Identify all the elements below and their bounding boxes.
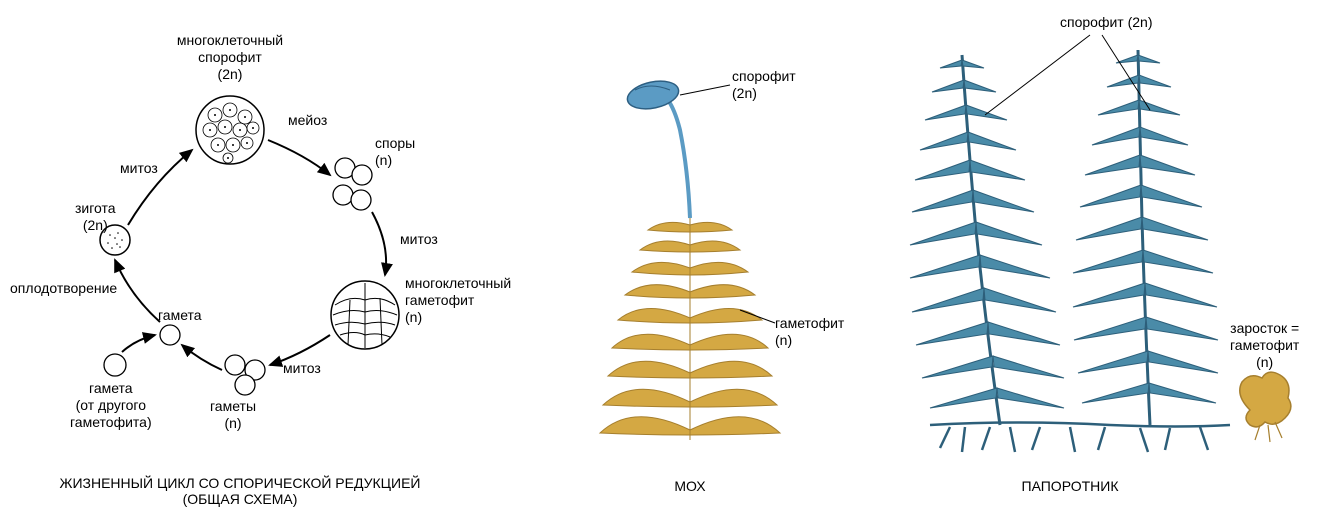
moss-gametophyte-l1: гаметофит bbox=[775, 315, 844, 331]
gamete-other-l2: (от другого bbox=[76, 397, 146, 413]
fern-prothallus-label: заросток = гаметофит (n) bbox=[1230, 320, 1299, 370]
zygote-l2: (2n) bbox=[83, 217, 108, 233]
gamete-other bbox=[104, 354, 126, 376]
spores-cluster bbox=[333, 158, 372, 210]
fern-frond-2 bbox=[1073, 50, 1218, 425]
moss-gametophyte bbox=[600, 210, 780, 440]
mitosis1-label: митоз bbox=[400, 231, 438, 248]
fern-frond-1 bbox=[910, 55, 1064, 425]
moss-sporophyte-l2: (2n) bbox=[732, 85, 757, 101]
fern-sporophyte-leader-2 bbox=[1102, 35, 1150, 110]
lifecycle-caption-l1: ЖИЗНЕННЫЙ ЦИКЛ СО СПОРИЧЕСКОЙ РЕДУКЦИЕЙ bbox=[60, 475, 421, 491]
gamete-other-l1: гамета bbox=[89, 380, 133, 396]
gametophyte-label: многоклеточный гаметофит (n) bbox=[405, 275, 511, 325]
sporophyte-l3: (2n) bbox=[218, 66, 243, 82]
fern-caption: ПАПОРОТНИК bbox=[870, 478, 1270, 494]
arrow-meiosis bbox=[268, 140, 330, 175]
fern-panel: спорофит (2n) заросток = гаметофит (n) П… bbox=[870, 0, 1317, 527]
gametophyte-l2: гаметофит bbox=[405, 292, 474, 308]
gamete-other-label: гамета (от другого гаметофита) bbox=[70, 380, 152, 430]
sporophyte-l1: многоклеточный bbox=[177, 32, 283, 48]
moss-sporophyte bbox=[625, 77, 690, 218]
gamete-single bbox=[160, 325, 180, 345]
gametes-cluster bbox=[225, 355, 265, 395]
gametophyte-circle bbox=[331, 281, 399, 349]
sporophyte-circle bbox=[196, 96, 264, 164]
gamete-single-label: гамета bbox=[158, 307, 202, 324]
lifecycle-caption: ЖИЗНЕННЫЙ ЦИКЛ СО СПОРИЧЕСКОЙ РЕДУКЦИЕЙ … bbox=[30, 475, 450, 507]
mitosis2-label: митоз bbox=[283, 360, 321, 377]
fern-sporophyte-label: спорофит (2n) bbox=[1060, 14, 1152, 31]
fern-prothallus bbox=[1240, 372, 1291, 442]
lifecycle-caption-l2: (ОБЩАЯ СХЕМА) bbox=[183, 491, 298, 507]
sporophyte-label: многоклеточный спорофит (2n) bbox=[155, 32, 305, 82]
moss-sporophyte-l1: спорофит bbox=[732, 68, 796, 84]
gametophyte-l1: многоклеточный bbox=[405, 275, 511, 291]
fertilization-label: оплодотворение bbox=[10, 280, 117, 297]
fern-prothallus-l2: гаметофит bbox=[1230, 337, 1299, 353]
arrow-mitosis-1 bbox=[372, 212, 386, 275]
gametophyte-l3: (n) bbox=[405, 309, 422, 325]
moss-panel: спорофит (2n) гаметофит (n) МОХ bbox=[540, 0, 840, 527]
zygote-label: зигота (2n) bbox=[75, 200, 116, 234]
fern-prothallus-l1: заросток = bbox=[1230, 320, 1299, 336]
fern-svg bbox=[870, 0, 1317, 460]
spores-label: споры (n) bbox=[375, 135, 415, 169]
moss-sporophyte-label: спорофит (2n) bbox=[732, 68, 796, 102]
meiosis-label: мейоз bbox=[288, 112, 327, 129]
moss-gametophyte-label: гаметофит (n) bbox=[775, 315, 844, 349]
fern-prothallus-l3: (n) bbox=[1256, 354, 1273, 370]
lifecycle-panel: многоклеточный спорофит (2n) мейоз споры… bbox=[0, 0, 500, 527]
sporophyte-l2: спорофит bbox=[198, 49, 262, 65]
arrow-other-gamete bbox=[122, 335, 155, 352]
gametes-label: гаметы (n) bbox=[210, 398, 256, 432]
fern-sporophyte-leader-1 bbox=[985, 35, 1090, 115]
fern-rhizome bbox=[930, 423, 1230, 453]
arrow-fertilization bbox=[115, 260, 160, 322]
arrow-gamete bbox=[182, 345, 222, 370]
spores-l1: споры bbox=[375, 135, 415, 151]
gametes-l1: гаметы bbox=[210, 398, 256, 414]
gametes-l2: (n) bbox=[224, 415, 241, 431]
moss-caption: МОХ bbox=[540, 478, 840, 494]
mitosis3-label: митоз bbox=[120, 160, 158, 177]
gamete-other-l3: гаметофита) bbox=[70, 414, 152, 430]
spores-l2: (n) bbox=[375, 152, 392, 168]
zygote-l1: зигота bbox=[75, 200, 116, 216]
moss-gametophyte-l2: (n) bbox=[775, 332, 792, 348]
moss-sporophyte-leader bbox=[680, 85, 730, 95]
